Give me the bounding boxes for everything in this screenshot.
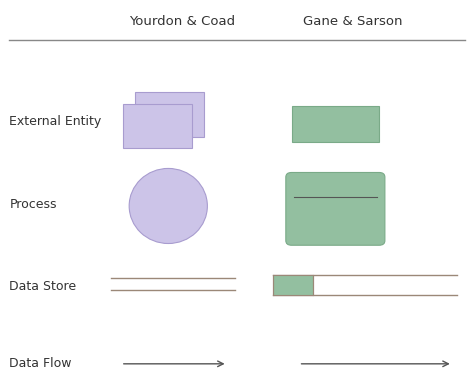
Ellipse shape — [129, 169, 207, 243]
Bar — [123, 104, 192, 148]
FancyBboxPatch shape — [286, 172, 385, 245]
Bar — [135, 92, 204, 137]
Text: Yourdon & Coad: Yourdon & Coad — [129, 15, 236, 28]
Text: Gane & Sarson: Gane & Sarson — [303, 15, 403, 28]
Bar — [292, 106, 379, 142]
Bar — [273, 275, 313, 295]
Text: External Entity: External Entity — [9, 115, 102, 128]
Text: Process: Process — [9, 198, 57, 211]
Text: Data Store: Data Store — [9, 280, 77, 293]
Text: Data Flow: Data Flow — [9, 357, 72, 370]
